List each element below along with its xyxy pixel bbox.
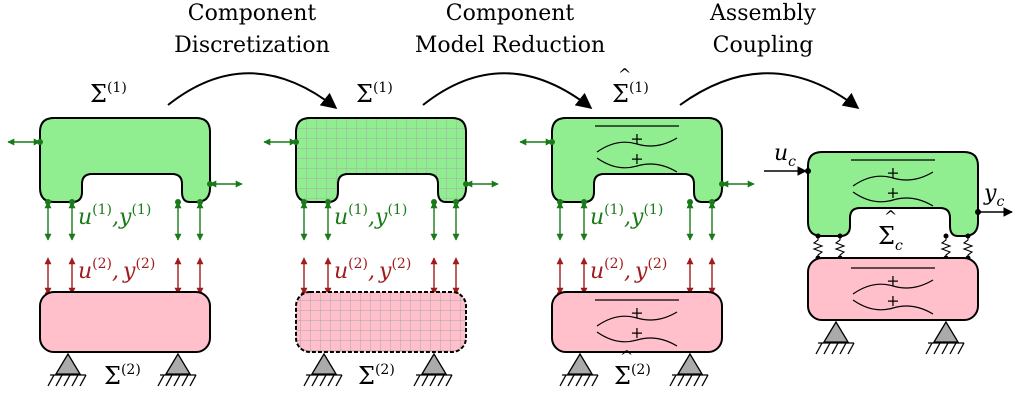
interface-1-signals-discretized: u(1),y(1) xyxy=(334,202,407,230)
step-1-line2: Discretization xyxy=(174,33,330,58)
interface-1-signals: u(1),y(1) xyxy=(78,202,151,230)
column-1: Σ(1) u(1),y(1) u(2), y(2) Σ(2) xyxy=(7,80,243,390)
substructure-1-mesh xyxy=(295,117,467,203)
spring-icon xyxy=(835,236,845,259)
column-3: Σ(1) ^ u(1),y(1) u(2), y(2) Σ(2) ^ xyxy=(519,65,755,390)
interface-1-signals-reduced: u(1),y(1) xyxy=(590,202,663,230)
support-left-icon xyxy=(815,321,855,355)
interface-2-signals: u(2), y(2) xyxy=(78,256,155,284)
support-right-icon xyxy=(669,353,709,387)
step-2-line1: Component xyxy=(446,1,575,26)
column-4: uc yc Σc ^ xyxy=(764,141,1013,355)
sigma-2-label: Σ(2) xyxy=(104,362,141,390)
spring-icon xyxy=(963,236,973,259)
interface-2-signals-discretized: u(2), y(2) xyxy=(334,256,411,284)
step-arrow-1 xyxy=(167,72,338,109)
step-arrow-3 xyxy=(679,72,860,109)
interface-2-signals-reduced: u(2), y(2) xyxy=(590,256,667,284)
substructure-1 xyxy=(39,117,211,203)
support-right-icon xyxy=(157,353,197,387)
step-1-line1: Component xyxy=(188,1,317,26)
step-2-line2: Model Reduction xyxy=(415,33,605,58)
sigma-hat-c-label: Σc xyxy=(878,222,903,254)
substructure-2-mesh xyxy=(295,291,467,353)
step-3-line1: Assembly xyxy=(709,1,816,26)
step-arrow-2 xyxy=(422,72,593,109)
support-left-icon xyxy=(47,353,87,387)
sigma-1-label: Σ(1) xyxy=(90,80,127,108)
svg-text:^: ^ xyxy=(620,347,633,366)
input-label: uc xyxy=(774,141,796,170)
sigma-hat-1-label: Σ(1) xyxy=(612,80,649,108)
step-3-line2: Coupling xyxy=(713,33,814,58)
spring-icon xyxy=(941,236,951,259)
spring-icon xyxy=(813,236,823,259)
sigma-2-discretized-label: Σ(2) xyxy=(358,362,395,390)
svg-text:^: ^ xyxy=(884,207,897,226)
support-left-icon xyxy=(303,353,343,387)
column-2: Σ(1) u(1),y(1) u(2), y(2) Σ(2) xyxy=(263,80,499,390)
support-right-icon xyxy=(925,321,965,355)
sigma-1-discretized-label: Σ(1) xyxy=(356,80,393,108)
output-label: yc xyxy=(983,181,1004,210)
support-left-icon xyxy=(559,353,599,387)
support-right-icon xyxy=(413,353,453,387)
substructure-2 xyxy=(39,291,211,353)
svg-text:^: ^ xyxy=(618,65,631,84)
substructure-2-reduced xyxy=(551,291,723,353)
sigma-hat-2-label: Σ(2) xyxy=(614,362,651,390)
